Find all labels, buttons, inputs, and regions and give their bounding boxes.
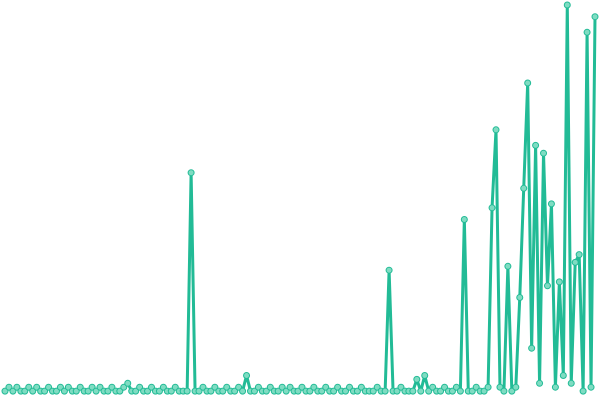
point <box>124 379 132 387</box>
point <box>504 262 512 270</box>
point <box>492 126 500 134</box>
point <box>528 344 536 352</box>
point <box>243 372 251 379</box>
point <box>381 387 389 395</box>
point <box>547 200 555 208</box>
point <box>488 204 496 212</box>
point <box>512 383 520 391</box>
point <box>421 372 429 379</box>
point <box>591 13 599 21</box>
point <box>516 294 524 301</box>
point <box>183 387 191 395</box>
point <box>409 387 417 395</box>
point <box>536 379 544 387</box>
point <box>551 383 559 391</box>
point <box>484 383 492 391</box>
point <box>417 387 425 395</box>
point <box>559 372 567 379</box>
point <box>555 278 563 286</box>
point <box>239 387 247 395</box>
point <box>460 216 468 223</box>
line <box>3 3 597 393</box>
point <box>563 1 571 9</box>
point <box>524 79 532 87</box>
point <box>567 379 575 387</box>
point <box>520 184 528 192</box>
point <box>579 387 587 395</box>
point <box>571 258 579 266</box>
point <box>456 387 464 395</box>
point <box>583 28 591 36</box>
point <box>543 282 551 290</box>
point <box>540 149 548 157</box>
point <box>385 266 393 274</box>
point <box>587 383 595 391</box>
point <box>532 141 540 149</box>
point <box>575 251 583 259</box>
point <box>500 387 508 395</box>
point <box>413 375 421 383</box>
point <box>187 169 195 177</box>
